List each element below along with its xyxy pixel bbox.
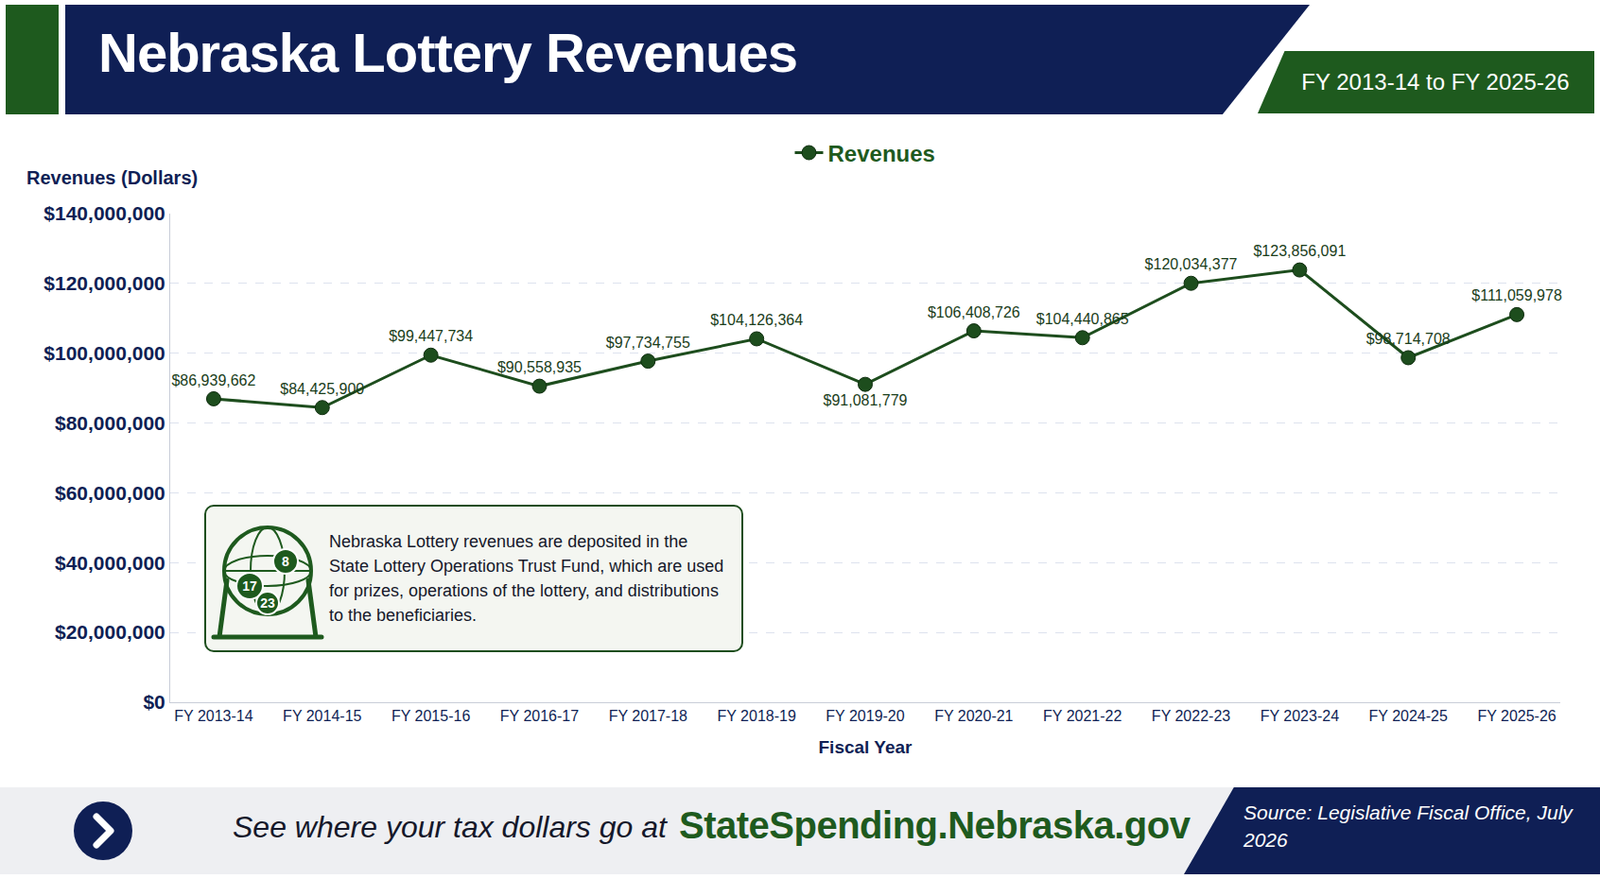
svg-text:Revenues (Dollars): Revenues (Dollars) xyxy=(26,167,198,189)
svg-text:$90,558,935: $90,558,935 xyxy=(497,359,582,376)
svg-text:$60,000,000: $60,000,000 xyxy=(54,482,166,505)
svg-text:$86,939,662: $86,939,662 xyxy=(171,372,256,389)
html-text:Source: Legislative Fiscal Off: Source: Legislative Fiscal Office, July … xyxy=(1243,801,1573,852)
svg-text:Fiscal Year: Fiscal Year xyxy=(818,737,914,758)
svg-text:$111,059,978: $111,059,978 xyxy=(1471,287,1563,304)
svg-text:FY 2013-14: FY 2013-14 xyxy=(173,708,253,725)
svg-text:FY 2020-21: FY 2020-21 xyxy=(934,708,1013,725)
svg-text:$140,000,000: $140,000,000 xyxy=(43,202,165,225)
svg-text:FY 2017-18: FY 2017-18 xyxy=(608,708,688,725)
svg-text:$104,440,865: $104,440,865 xyxy=(1036,311,1130,328)
svg-text:$120,034,377: $120,034,377 xyxy=(1145,256,1238,273)
html-text:See where your tax dollars go: See where your tax dollars go at StateSp… xyxy=(232,804,1191,847)
svg-text:$99,447,734: $99,447,734 xyxy=(388,328,473,345)
html-text:FY 2013-14 to FY 2025-26: FY 2013-14 to FY 2025-26 xyxy=(1301,69,1570,95)
svg-text:FY 2015-16: FY 2015-16 xyxy=(391,708,470,725)
svg-text:$120,000,000: $120,000,000 xyxy=(43,272,165,295)
svg-text:$104,126,364: $104,126,364 xyxy=(710,312,803,329)
svg-text:17: 17 xyxy=(242,578,258,594)
svg-text:$84,425,900: $84,425,900 xyxy=(279,381,365,398)
svg-text:$123,856,091: $123,856,091 xyxy=(1252,243,1346,260)
svg-text:FY 2018-19: FY 2018-19 xyxy=(716,708,796,725)
svg-text:$97,734,755: $97,734,755 xyxy=(606,334,691,351)
svg-text:FY 2014-15: FY 2014-15 xyxy=(282,708,362,725)
svg-text:$98,714,708: $98,714,708 xyxy=(1366,330,1451,348)
html-text:Nebraska Lottery Revenues: Nebraska Lottery Revenues xyxy=(98,21,798,84)
svg-text:Revenues: Revenues xyxy=(828,140,936,167)
svg-text:$0: $0 xyxy=(142,691,165,714)
svg-text:FY 2022-23: FY 2022-23 xyxy=(1151,708,1231,725)
html-text:Nebraska Lottery revenues are: Nebraska Lottery revenues are deposited … xyxy=(329,532,724,626)
svg-text:$91,081,779: $91,081,779 xyxy=(823,392,908,409)
svg-text:$100,000,000: $100,000,000 xyxy=(43,342,165,365)
svg-text:FY 2025-26: FY 2025-26 xyxy=(1477,708,1556,725)
svg-text:FY 2019-20: FY 2019-20 xyxy=(825,708,905,725)
svg-text:$106,408,726: $106,408,726 xyxy=(927,304,1021,321)
svg-text:23: 23 xyxy=(260,595,276,611)
svg-text:8: 8 xyxy=(281,554,290,570)
svg-text:FY 2024-25: FY 2024-25 xyxy=(1369,708,1448,725)
svg-text:$40,000,000: $40,000,000 xyxy=(54,552,166,574)
svg-text:$20,000,000: $20,000,000 xyxy=(54,621,166,644)
svg-text:FY 2023-24: FY 2023-24 xyxy=(1260,708,1340,725)
svg-text:FY 2021-22: FY 2021-22 xyxy=(1043,708,1122,725)
svg-text:FY 2016-17: FY 2016-17 xyxy=(500,708,579,725)
svg-text:$80,000,000: $80,000,000 xyxy=(54,412,166,435)
